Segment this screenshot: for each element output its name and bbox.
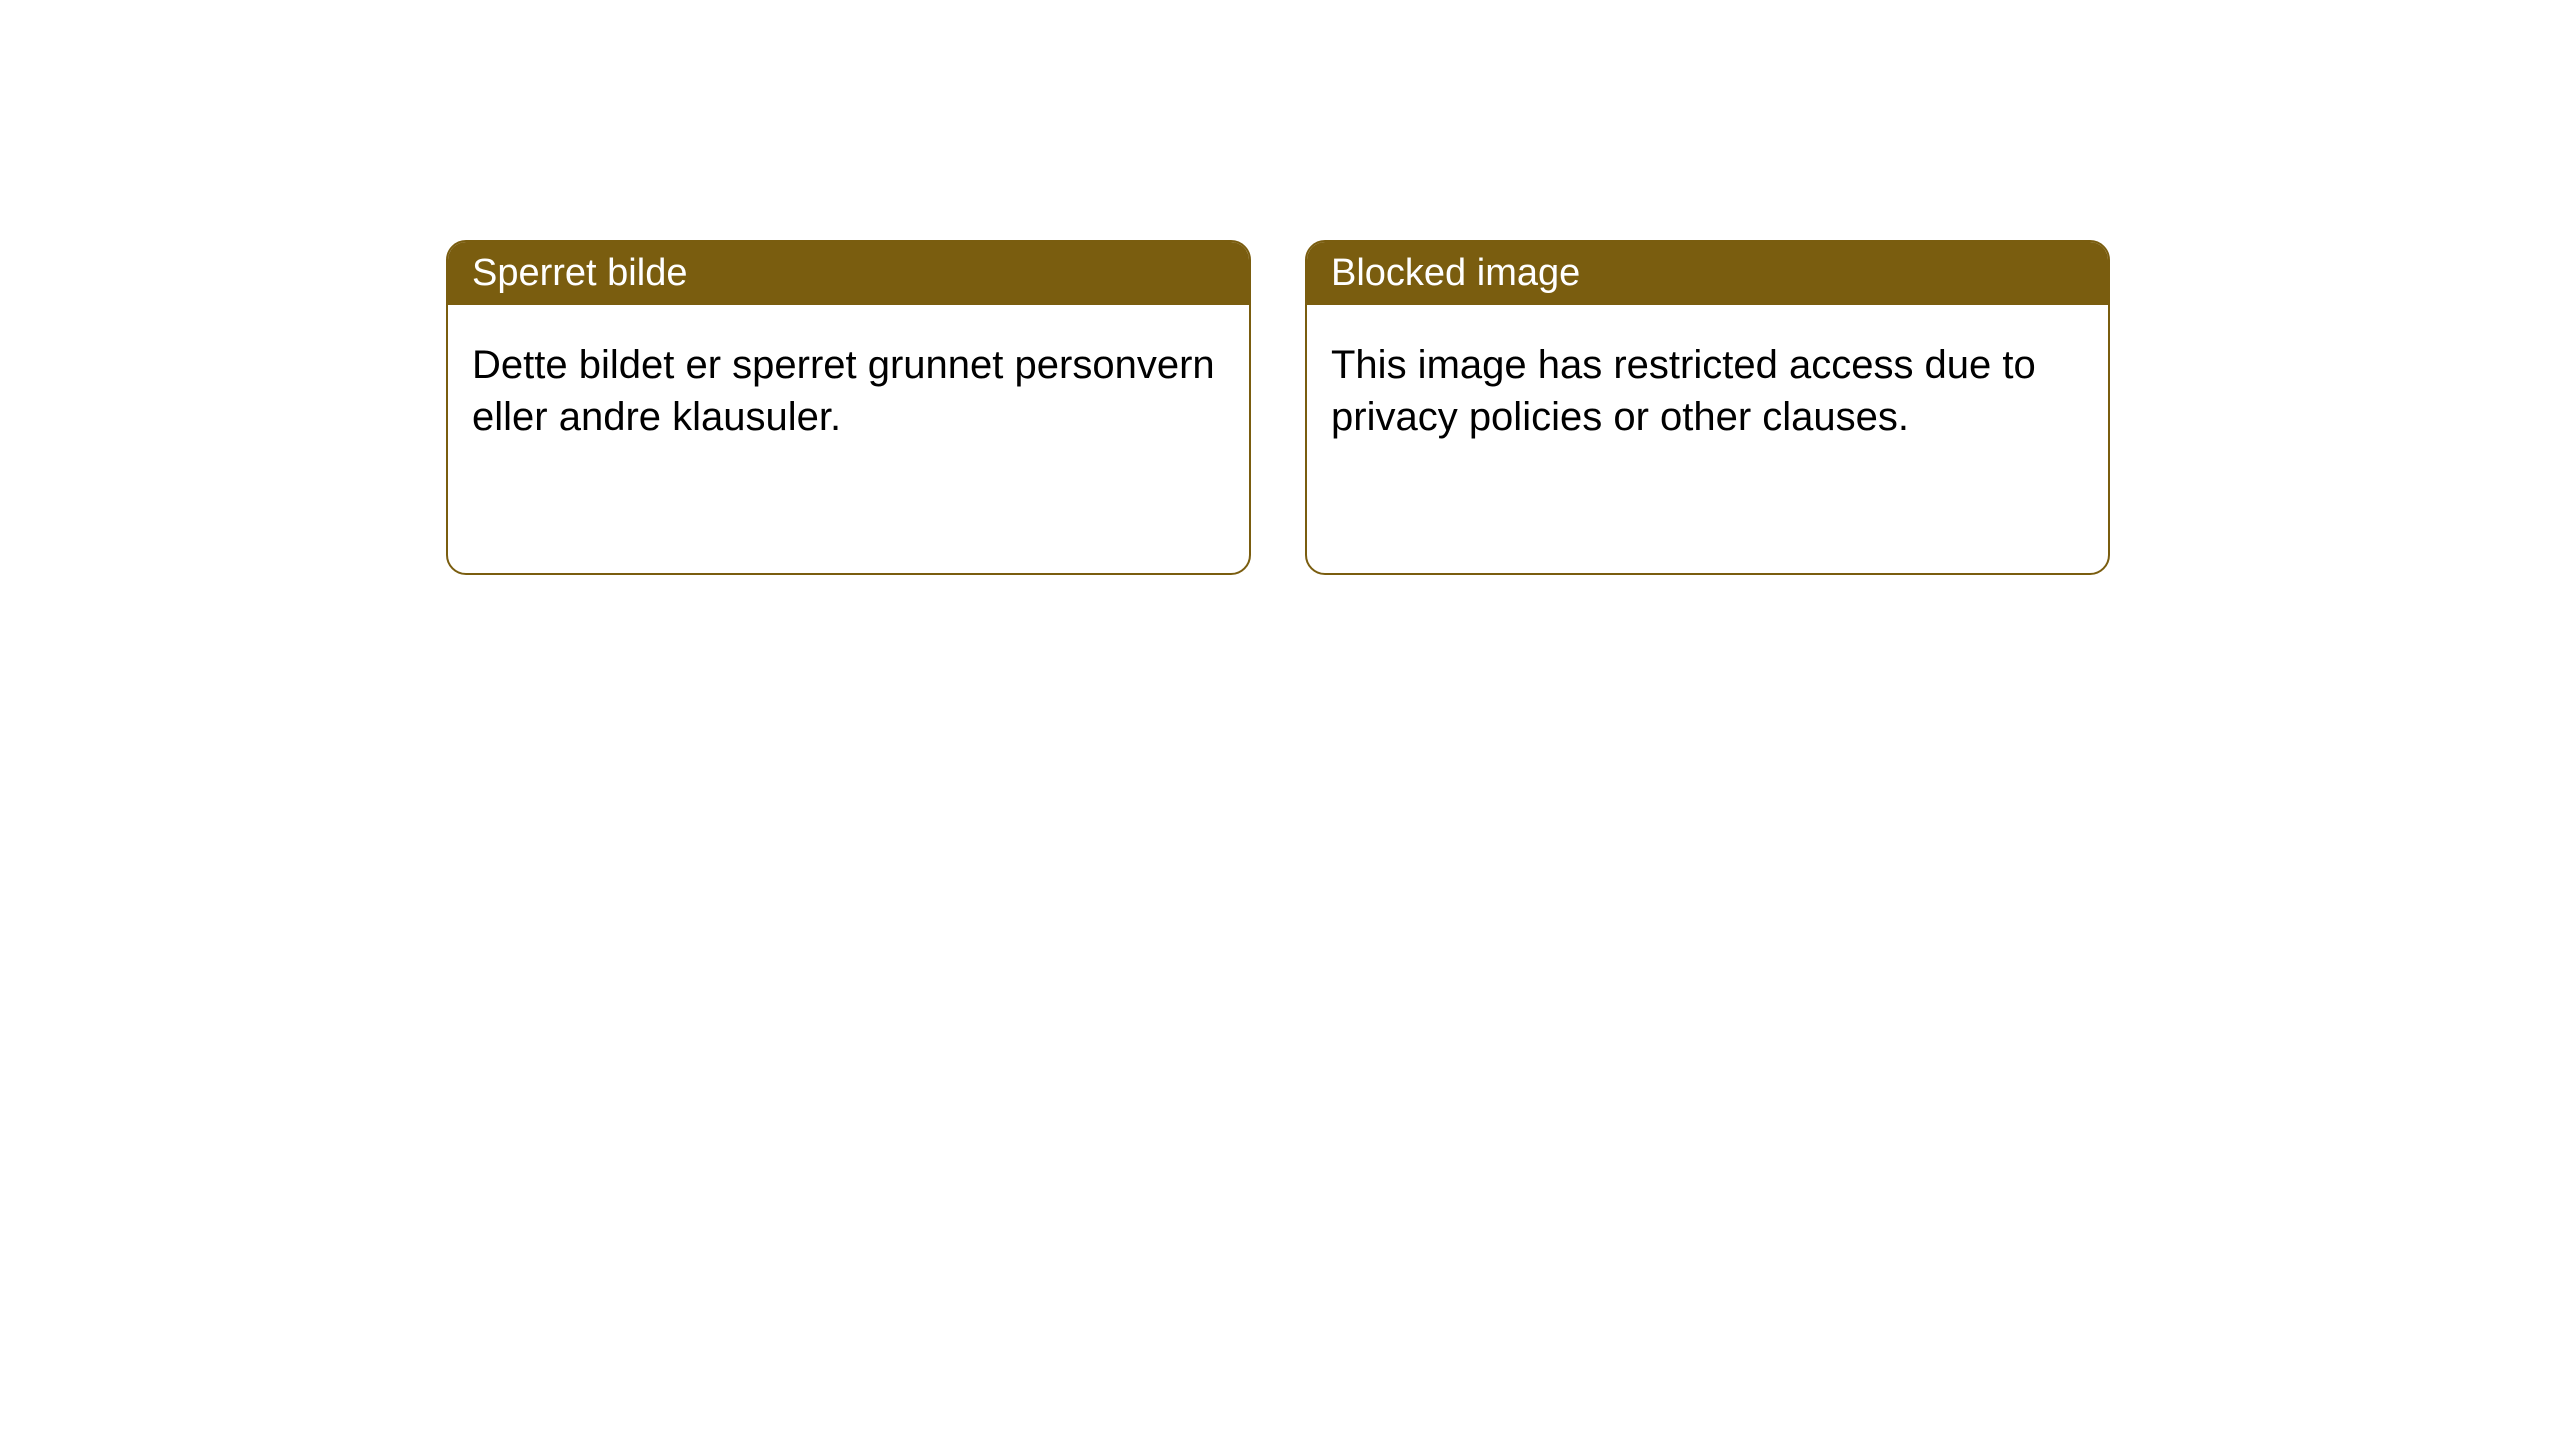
notice-title: Blocked image xyxy=(1331,252,1580,294)
notice-card-body: This image has restricted access due to … xyxy=(1307,305,2108,477)
notice-card-header: Sperret bilde xyxy=(448,242,1249,305)
notice-title: Sperret bilde xyxy=(472,252,687,294)
notice-card-norwegian: Sperret bilde Dette bildet er sperret gr… xyxy=(446,240,1251,575)
notice-body-text: This image has restricted access due to … xyxy=(1331,343,2036,439)
notice-card-body: Dette bildet er sperret grunnet personve… xyxy=(448,305,1249,477)
notice-card-english: Blocked image This image has restricted … xyxy=(1305,240,2110,575)
notice-card-header: Blocked image xyxy=(1307,242,2108,305)
notice-container: Sperret bilde Dette bildet er sperret gr… xyxy=(446,240,2110,575)
notice-body-text: Dette bildet er sperret grunnet personve… xyxy=(472,343,1215,439)
